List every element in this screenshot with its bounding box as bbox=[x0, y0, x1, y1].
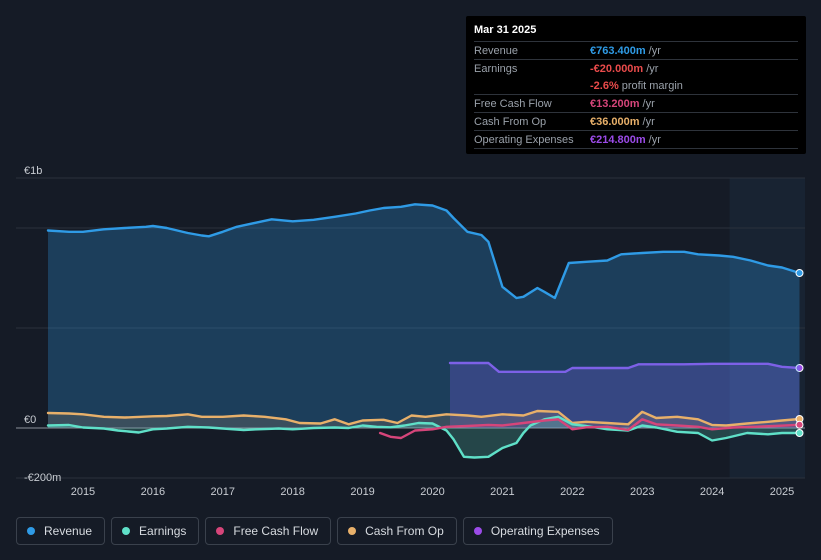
tooltip-value: -2.6% bbox=[590, 79, 619, 92]
tooltip-row-cash-from-op: Cash From Op €36.000m /yr bbox=[474, 112, 798, 130]
tooltip-unit: /yr bbox=[642, 97, 655, 110]
tooltip-value: €36.000m bbox=[590, 115, 640, 128]
tooltip-row-revenue: Revenue €763.400m /yr bbox=[474, 41, 798, 59]
tooltip-row-operating-expenses: Operating Expenses €214.800m /yr bbox=[474, 130, 798, 148]
x-tick-label: 2025 bbox=[770, 486, 794, 498]
tooltip-value: €214.800m bbox=[590, 133, 646, 146]
x-tick-label: 2020 bbox=[420, 486, 444, 498]
tooltip-row-earnings: Earnings -€20.000m /yr bbox=[474, 59, 798, 77]
legend-dot-icon bbox=[122, 527, 131, 535]
series-layer bbox=[46, 203, 804, 459]
legend-label: Earnings bbox=[139, 524, 187, 538]
legend-item-earnings[interactable]: Earnings bbox=[111, 517, 200, 545]
revenue-area bbox=[48, 204, 800, 428]
legend-dot-icon bbox=[27, 527, 35, 535]
y-axis-labels: €1b €0 -€200m bbox=[24, 165, 61, 484]
x-axis-labels: 2015 2016 2017 2018 2019 2020 2021 2022 2023 2024… bbox=[71, 486, 795, 498]
x-tick-label: 2018 bbox=[280, 486, 304, 498]
tooltip-value: €763.400m bbox=[590, 44, 646, 57]
legend-item-cash-from-op[interactable]: Cash From Op bbox=[337, 517, 457, 545]
legend-item-revenue[interactable]: Revenue bbox=[16, 517, 106, 545]
revenue-line bbox=[46, 203, 801, 300]
earnings-area bbox=[48, 416, 800, 458]
legend-dot-icon bbox=[473, 527, 482, 535]
legend-dot-icon bbox=[216, 527, 225, 535]
x-tick-label: 2021 bbox=[490, 486, 514, 498]
legend-label: Revenue bbox=[44, 524, 93, 538]
tooltip-bottom-rule bbox=[474, 148, 798, 166]
tooltip-panel: Mar 31 2025 Revenue €763.400m /yr Earnin… bbox=[466, 16, 806, 154]
x-tick-label: 2024 bbox=[700, 486, 724, 498]
legend-item-operating-expenses[interactable]: Operating Expenses bbox=[462, 517, 613, 545]
x-tick-label: 2016 bbox=[141, 486, 165, 498]
x-tick-label: 2017 bbox=[211, 486, 235, 498]
earnings-end-marker bbox=[795, 429, 804, 437]
legend: Revenue Earnings Free Cash Flow Cash Fro… bbox=[16, 517, 613, 547]
x-tick-label: 2015 bbox=[71, 486, 95, 498]
grid-lines bbox=[16, 177, 805, 479]
tooltip-unit: /yr bbox=[646, 62, 659, 75]
legend-label: Cash From Op bbox=[365, 524, 444, 538]
legend-item-free-cash-flow[interactable]: Free Cash Flow bbox=[205, 517, 332, 545]
tooltip-label: Operating Expenses bbox=[474, 133, 574, 146]
legend-label: Operating Expenses bbox=[490, 524, 600, 538]
free-cash-flow-end-marker bbox=[795, 420, 804, 429]
cash-from-op-line bbox=[46, 409, 801, 427]
tooltip-label: Free Cash Flow bbox=[474, 97, 552, 110]
tooltip-label: Earnings bbox=[474, 62, 518, 75]
tooltip-value: €13.200m bbox=[590, 97, 640, 110]
tooltip-label: Cash From Op bbox=[474, 115, 547, 128]
free-cash-flow-line bbox=[378, 418, 801, 440]
tooltip-unit: /yr bbox=[648, 133, 661, 146]
x-tick-label: 2022 bbox=[560, 486, 584, 498]
x-tick-label: 2023 bbox=[630, 486, 654, 498]
tooltip-row-free-cash-flow: Free Cash Flow €13.200m /yr bbox=[474, 94, 798, 112]
tooltip-row-profit-margin: -2.6% profit margin bbox=[474, 77, 798, 94]
legend-dot-icon bbox=[348, 527, 357, 535]
y-tick-label: €0 bbox=[24, 414, 36, 426]
y-tick-label: €1b bbox=[24, 165, 42, 177]
y-tick-label: -€200m bbox=[24, 472, 61, 484]
tooltip-unit: /yr bbox=[642, 115, 655, 128]
legend-label: Free Cash Flow bbox=[233, 524, 319, 538]
tooltip-value: -€20.000m bbox=[590, 62, 644, 75]
tooltip-unit: /yr bbox=[648, 44, 661, 57]
x-tick-label: 2019 bbox=[350, 486, 374, 498]
earnings-line bbox=[46, 415, 801, 459]
operating-expenses-end-marker bbox=[795, 364, 804, 372]
tooltip-label: Revenue bbox=[474, 44, 519, 57]
tooltip-unit: profit margin bbox=[621, 79, 683, 92]
revenue-end-marker bbox=[795, 269, 804, 277]
operating-expenses-line bbox=[448, 361, 801, 373]
tooltip-date: Mar 31 2025 bbox=[474, 24, 537, 36]
